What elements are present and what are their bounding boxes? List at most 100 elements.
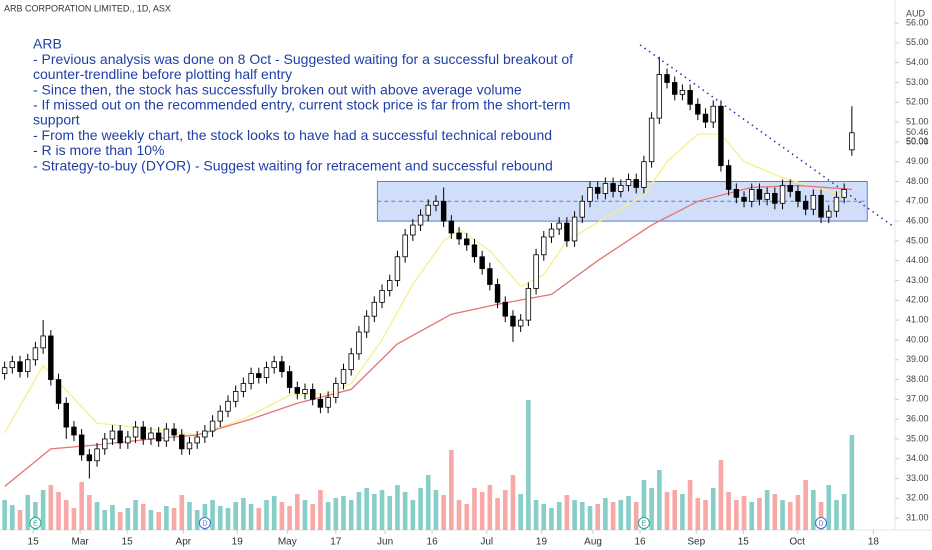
volume-bar [40, 490, 46, 530]
x-tick-label: 19 [536, 537, 548, 548]
x-tick-label: 18 [868, 537, 880, 548]
volume-bar [33, 502, 38, 530]
y-tick-label: 48.00 [906, 176, 929, 186]
y-tick-label: 44.00 [906, 255, 929, 265]
candle-body [541, 236, 547, 256]
volume-bar [171, 508, 177, 530]
x-tick-label: Jul [480, 537, 493, 548]
volume-bar [834, 500, 839, 530]
candle-body [741, 196, 747, 202]
candle-body [394, 256, 401, 281]
candle-body [109, 430, 116, 440]
volume-bar [364, 488, 369, 530]
volume-bar [379, 490, 385, 530]
volume-bar [464, 504, 470, 530]
volume-bar [664, 492, 670, 530]
volume-bar [579, 502, 585, 530]
candle-body [425, 204, 431, 216]
annotation-line: support [33, 112, 80, 128]
candle-body [78, 434, 85, 456]
candle-body [225, 400, 231, 412]
candle-body [756, 189, 763, 200]
volume-bar [271, 496, 277, 530]
candle-body [217, 410, 223, 422]
volume-bar [94, 502, 100, 530]
volume-bar [133, 500, 138, 530]
volume-bar [541, 504, 547, 530]
x-tick-label: 16 [634, 537, 646, 548]
candle-body [356, 331, 362, 355]
event-marker [198, 517, 211, 529]
candle-body [633, 179, 639, 188]
candle-body [818, 194, 824, 218]
volume-bar [764, 490, 770, 530]
candle-body [340, 369, 347, 384]
candle-body [641, 161, 647, 188]
x-tick-label: Aug [584, 537, 602, 548]
candle-body [733, 189, 740, 198]
volume-bar [333, 498, 339, 530]
y-tick-label: 31.00 [906, 513, 929, 523]
volume-bar [63, 500, 69, 530]
volume-bar [164, 506, 169, 530]
candle-body [625, 179, 632, 186]
moving-average [4, 184, 852, 488]
y-tick-label: 35.00 [906, 433, 929, 443]
volume-bar [402, 492, 408, 530]
candle-body [55, 379, 62, 404]
x-tick-label: 16 [427, 537, 439, 548]
volume-bar [71, 508, 77, 530]
volume-bar [102, 510, 108, 530]
volume-bar [680, 494, 685, 530]
x-tick-label: Jun [377, 537, 393, 548]
annotation-line: counter-trendline before plotting half e… [33, 66, 292, 82]
candle-body [587, 187, 593, 202]
volume-bar [10, 505, 15, 530]
candle-body [371, 301, 378, 317]
volume-bar [248, 504, 254, 530]
candle-body [464, 238, 470, 246]
candle-body [618, 185, 624, 192]
volume-bar [341, 496, 346, 530]
volume-bar [472, 488, 477, 530]
x-tick-label: 17 [330, 537, 342, 548]
volume-bar [610, 502, 616, 530]
volume-bar [241, 498, 246, 530]
volume-bar [657, 470, 662, 530]
volume-bar [17, 510, 23, 530]
candle-body [510, 315, 516, 327]
candle-body [363, 315, 370, 333]
annotation-line: - R is more than 10% [33, 142, 165, 158]
x-tick-label: Oct [789, 537, 805, 548]
volume-bar [279, 502, 285, 530]
volume-bar [718, 460, 724, 530]
candle-body [548, 228, 555, 238]
candle-body [387, 280, 393, 291]
candle-body [279, 361, 285, 373]
event-marker [637, 517, 650, 529]
volume-bar [672, 490, 678, 530]
price-label: 50.01 [906, 136, 929, 146]
volume-bar [564, 495, 570, 530]
candle-body [787, 185, 793, 192]
x-tick-label: May [278, 537, 297, 548]
candle-body [602, 183, 609, 194]
candle-body [564, 222, 570, 242]
candle-body [841, 189, 847, 198]
candle-body [579, 200, 585, 218]
volume-bar [841, 494, 847, 530]
volume-bar [387, 496, 393, 530]
candle-body [764, 192, 770, 200]
y-tick-label: 41.00 [906, 315, 929, 325]
candle-body [433, 200, 439, 206]
candle-body [479, 256, 485, 270]
volume-bar [79, 482, 84, 530]
y-tick-label: 38.00 [906, 374, 929, 384]
volume-bar [502, 490, 508, 530]
volume-bar [526, 400, 531, 530]
volume-bar [194, 510, 200, 530]
candle-body [71, 426, 77, 436]
event-label: D [202, 520, 207, 527]
candle-body [102, 438, 108, 450]
candle-body [710, 105, 716, 123]
